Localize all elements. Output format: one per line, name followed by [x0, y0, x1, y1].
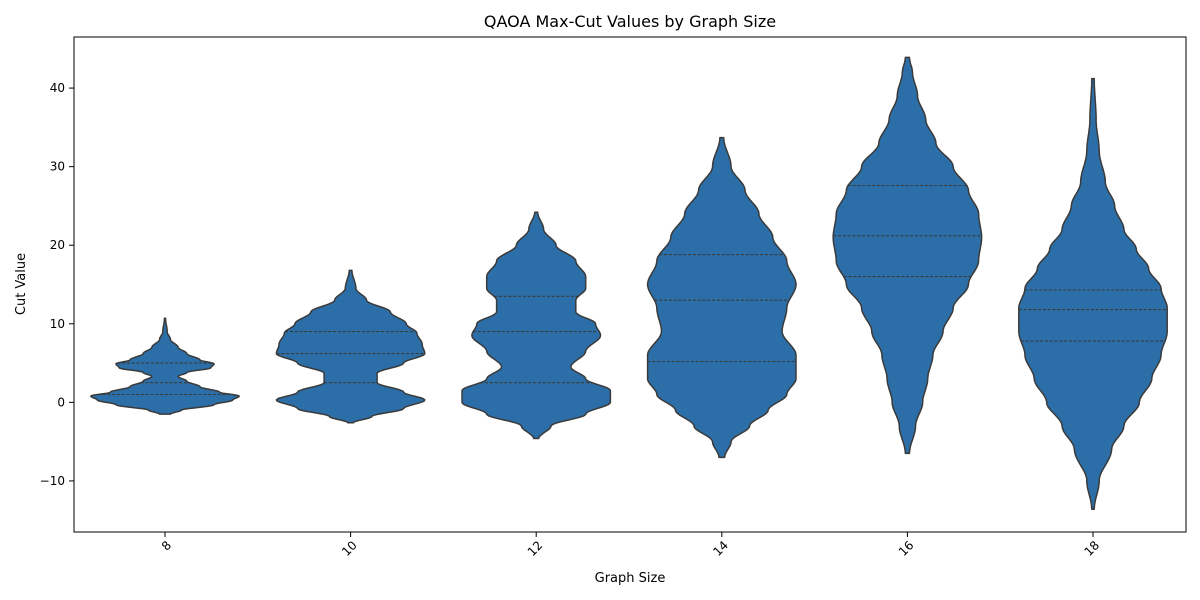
axes-layer: −10 0 10 20 30 40 8 10 12 14 16 18	[40, 81, 1103, 559]
violin-8	[90, 317, 240, 415]
violin-10	[275, 269, 426, 424]
violin-14	[646, 136, 797, 459]
y-tick-label: 0	[57, 395, 65, 409]
y-tick-label: 20	[50, 238, 65, 252]
violins-layer	[90, 56, 1168, 510]
x-tick-label: 10	[339, 538, 360, 559]
y-axis-label: Cut Value	[14, 253, 29, 315]
violin-18	[1018, 77, 1168, 510]
plot-frame	[73, 36, 1187, 533]
x-tick-label: 14	[710, 538, 731, 559]
y-tick-label: 30	[50, 160, 65, 174]
chart-title: QAOA Max-Cut Values by Graph Size	[484, 12, 776, 31]
x-tick-label: 8	[159, 538, 174, 553]
violin-16	[832, 56, 983, 455]
y-tick-label: 40	[50, 81, 65, 95]
y-tick-label: −10	[40, 474, 65, 488]
y-tick-label: 10	[50, 317, 65, 331]
x-axis-label: Graph Size	[595, 571, 666, 586]
x-tick-label: 16	[896, 538, 917, 559]
x-tick-label: 18	[1081, 538, 1102, 559]
violin-12	[461, 211, 612, 440]
x-tick-label: 12	[525, 538, 546, 559]
